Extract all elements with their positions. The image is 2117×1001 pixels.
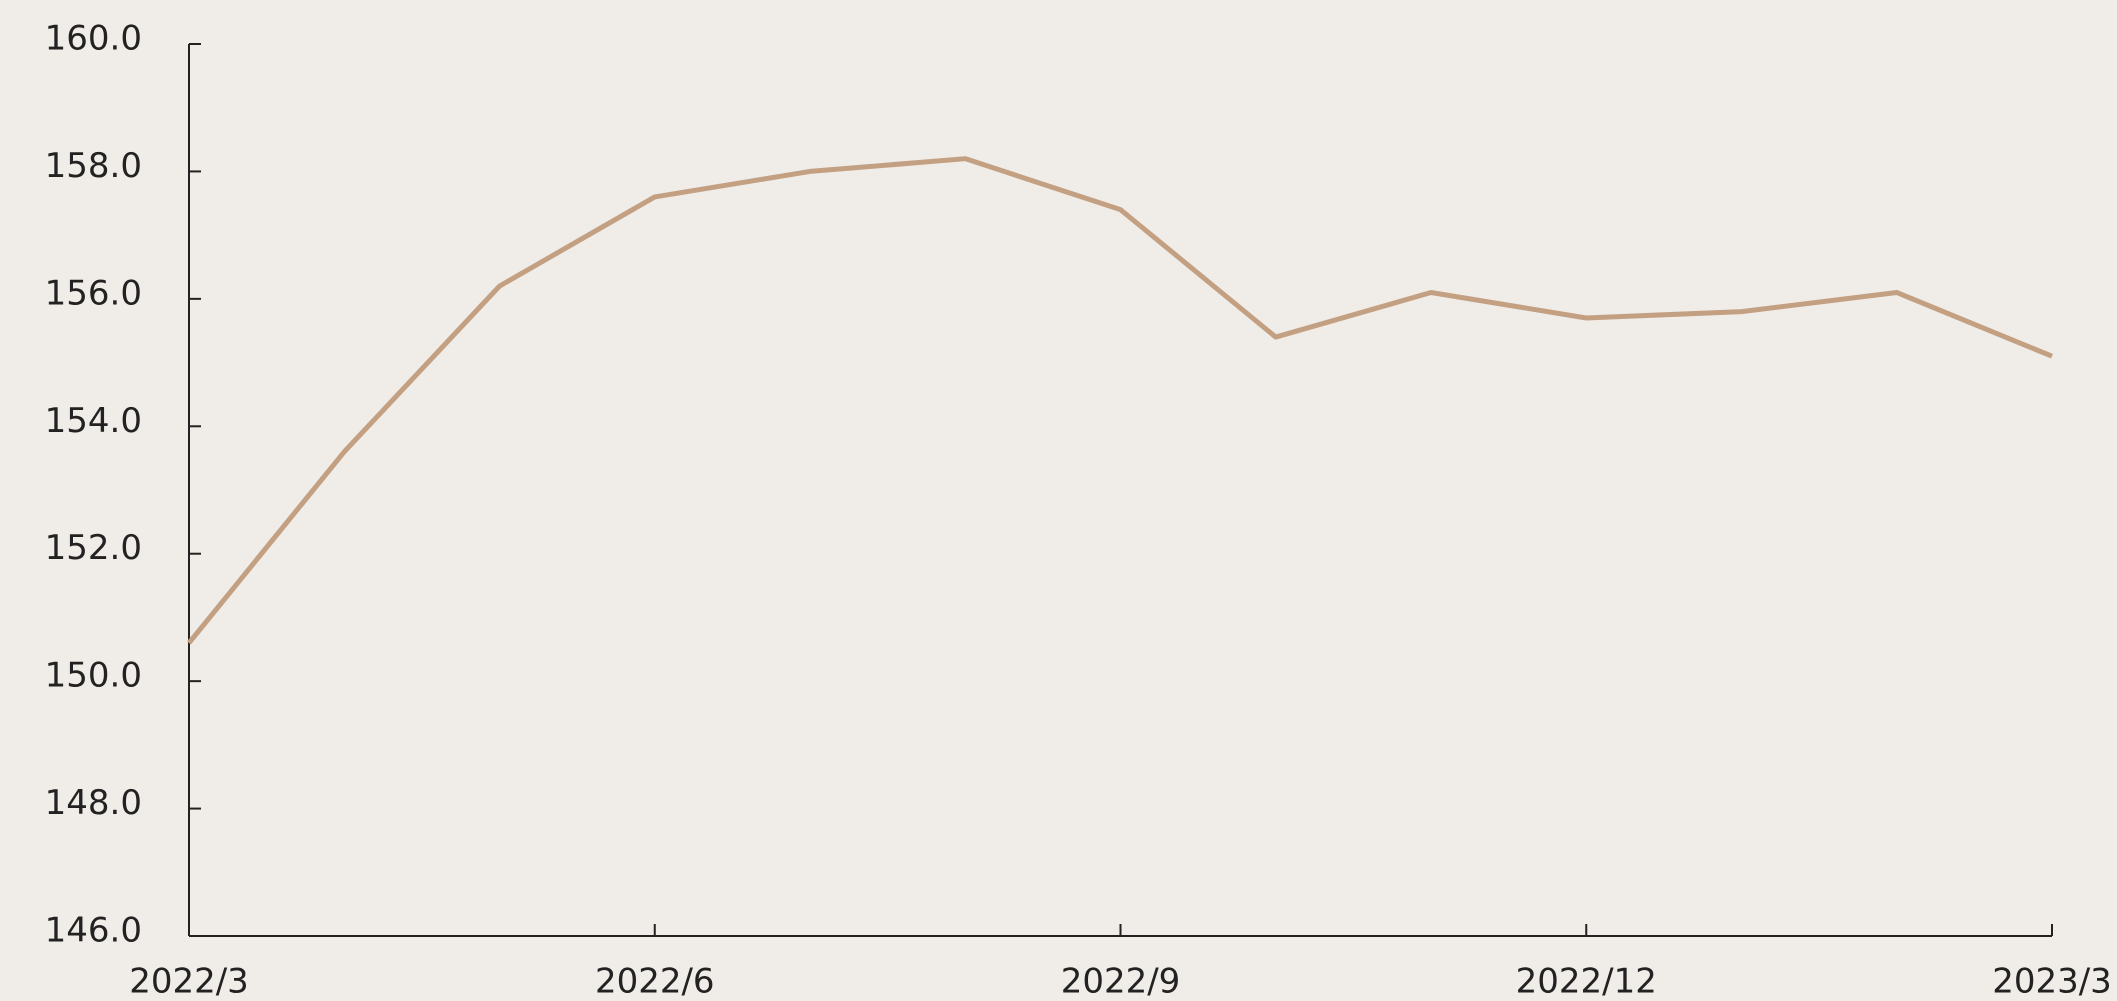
y-tick-label: 156.0 bbox=[45, 273, 142, 313]
y-tick-label: 148.0 bbox=[45, 783, 142, 823]
x-tick-label: 2022/9 bbox=[1061, 962, 1181, 1001]
y-tick-label: 154.0 bbox=[45, 401, 142, 441]
x-tick-label: 2022/3 bbox=[129, 962, 249, 1001]
y-tick-label: 158.0 bbox=[45, 146, 142, 186]
y-tick-label: 150.0 bbox=[45, 656, 142, 696]
x-tick-label: 2022/6 bbox=[595, 962, 715, 1001]
y-tick-label: 146.0 bbox=[45, 911, 142, 951]
y-tick-label: 160.0 bbox=[45, 19, 142, 59]
x-tick-label: 2023/3 bbox=[1992, 962, 2112, 1001]
data-line bbox=[187, 156, 2053, 645]
y-tick-label: 152.0 bbox=[45, 528, 142, 568]
x-tick-label: 2022/12 bbox=[1516, 962, 1657, 1001]
